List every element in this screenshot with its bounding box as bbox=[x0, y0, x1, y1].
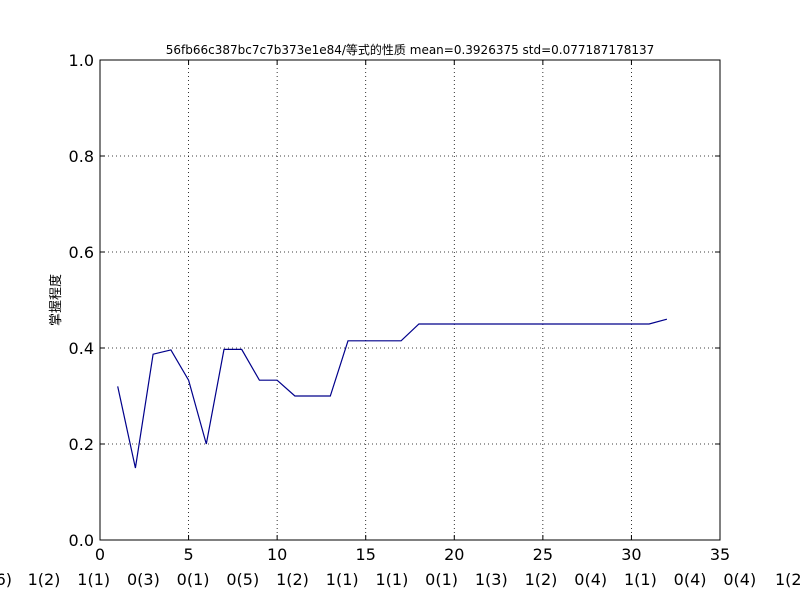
bottom-label: 0(4) bbox=[674, 570, 707, 589]
x-tick-label: 35 bbox=[710, 545, 730, 564]
bottom-label: 1(2) bbox=[525, 570, 558, 589]
bottom-label: 1(2) bbox=[276, 570, 309, 589]
bottom-label: 0(5) bbox=[226, 570, 259, 589]
y-tick-label: 0.4 bbox=[69, 339, 94, 358]
bottom-label: 0(1) bbox=[177, 570, 210, 589]
bottom-label: 0(1) bbox=[425, 570, 458, 589]
axis-ticks: 0 5 10 15 20 25 30 35 0.0 0.2 0.4 0.6 0.8 1.0 bbox=[69, 51, 731, 564]
series-line bbox=[117, 318, 668, 469]
bottom-label: 1(2) bbox=[28, 570, 61, 589]
x-tick-label: 30 bbox=[621, 545, 641, 564]
x-tick-label: 15 bbox=[356, 545, 376, 564]
x-tick-label: 5 bbox=[183, 545, 193, 564]
y-tick-label: 0.2 bbox=[69, 435, 94, 454]
bottom-label: 1(1) bbox=[77, 570, 110, 589]
x-tick-label: 25 bbox=[533, 545, 553, 564]
x-tick-label: 0 bbox=[95, 545, 105, 564]
bottom-label: 0(3) bbox=[127, 570, 160, 589]
y-tick-label: 0.6 bbox=[69, 243, 94, 262]
grid-lines bbox=[100, 60, 720, 540]
plot-frame bbox=[99, 59, 721, 541]
bottom-label: 0(4) bbox=[574, 570, 607, 589]
y-tick-label: 1.0 bbox=[69, 51, 94, 70]
y-axis-label: 掌握程度 bbox=[48, 274, 64, 326]
y-tick-label: 0.0 bbox=[69, 531, 94, 550]
x-tick-label: 20 bbox=[444, 545, 464, 564]
bottom-label: 6) bbox=[0, 570, 12, 589]
bottom-labels: 6) 1(2) 1(1) 0(3) 0(1) 0(5) 1(2) 1(1) 1(1) 0(1) 1(… bbox=[0, 570, 800, 589]
chart-title: 56fb66c387bc7c7b373e1e84/等式的性质 mean=0.39… bbox=[166, 42, 655, 57]
x-tick-label: 10 bbox=[267, 545, 287, 564]
bottom-label: 1(2 bbox=[775, 570, 800, 589]
series-line-group bbox=[117, 318, 668, 469]
bottom-label: 1(1) bbox=[326, 570, 359, 589]
bottom-label: 1(1) bbox=[375, 570, 408, 589]
bottom-label: 0(4) bbox=[723, 570, 756, 589]
bottom-label: 1(1) bbox=[624, 570, 657, 589]
y-tick-label: 0.8 bbox=[69, 147, 94, 166]
bottom-label: 1(3) bbox=[475, 570, 508, 589]
